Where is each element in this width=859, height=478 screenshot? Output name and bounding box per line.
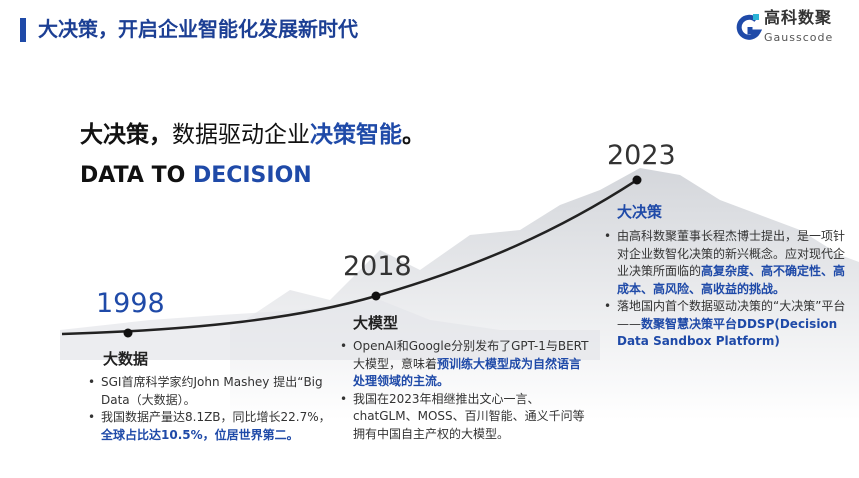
gausscode-logo-icon (736, 14, 762, 40)
list-item: OpenAI和Google分别发布了GPT-1与BERT大模型，意味着预训练大模… (340, 338, 592, 391)
year-2018: 2018 (343, 251, 412, 282)
bullet-text: 我国数据产量达8.1ZB，同比增长22.7%， (101, 410, 331, 424)
list-item: SGI首席科学家约John Mashey 提出“Big Data（大数据）。 (88, 374, 334, 409)
big-data-bullets: SGI首席科学家约John Mashey 提出“Big Data（大数据）。 我… (88, 374, 334, 444)
year-1998: 1998 (96, 288, 165, 319)
heading-large-model: 大模型 (353, 314, 399, 332)
timeline-point-2023 (632, 175, 642, 185)
logo-text-en: Gausscode (764, 31, 834, 44)
heading-big-decision: 大决策 (617, 203, 663, 221)
list-item: 由高科数聚董事长程杰博士提出，是一项针对企业数智化决策的新兴概念。应对现代企业决… (604, 228, 856, 298)
subheadline-part: DATA TO (80, 163, 193, 188)
bullet-highlight: 全球占比达10.5%，位居世界第二。 (101, 427, 299, 442)
timeline-point-1998 (123, 328, 133, 338)
timeline-point-2018 (371, 291, 381, 301)
big-decision-bullets: 由高科数聚董事长程杰博士提出，是一项针对企业数智化决策的新兴概念。应对现代企业决… (604, 228, 856, 351)
list-item: 我国数据产量达8.1ZB，同比增长22.7%， 全球占比达10.5%，位居世界第二… (88, 409, 334, 444)
bullet-text: OpenAI和Google分别发布了GPT-1与BERT大模型，意味着 (353, 339, 589, 371)
large-model-bullets: OpenAI和Google分别发布了GPT-1与BERT大模型，意味着预训练大模… (340, 338, 592, 443)
bullet-text: 我国在2023年相继推出文心一言、chatGLM、MOSS、百川智能、通义千问等… (353, 391, 585, 441)
bullet-text: 落地国内首个数据驱动决策的“大决策”平台—— (617, 299, 846, 331)
headline-highlight: 决策智能 (310, 122, 402, 148)
headline: 大决策，数据驱动企业决策智能。 (80, 120, 425, 150)
bullet-text: SGI首席科学家约John Mashey 提出“Big Data（大数据）。 (101, 375, 323, 407)
heading-big-data: 大数据 (103, 350, 149, 368)
title-accent-bar (20, 18, 26, 42)
subheadline-highlight: DECISION (192, 163, 312, 188)
year-2023: 2023 (607, 140, 676, 171)
list-item: 我国在2023年相继推出文心一言、chatGLM、MOSS、百川智能、通义千问等… (340, 391, 592, 444)
bullet-highlight: 数聚智慧决策平台DDSP(Decision Data Sandbox Platf… (617, 316, 838, 349)
bullet-highlight: 高复杂度、高不确定性、高成本、高风险、高收益的挑战。 (617, 264, 846, 296)
page-title: 大决策，开启企业智能化发展新时代 (38, 17, 358, 41)
headline-part: 数据驱动企业 (172, 122, 310, 148)
headline-part: 。 (402, 122, 425, 148)
bullet-text: 由高科数聚董事长程杰博士提出，是一项针对企业数智化决策的新兴概念。应对现代企业决… (617, 229, 846, 278)
logo-text-cn: 高科数聚 (764, 8, 833, 27)
subheadline: DATA TO DECISION (80, 162, 312, 190)
list-item: 落地国内首个数据驱动决策的“大决策”平台——数聚智慧决策平台DDSP(Decis… (604, 298, 856, 351)
headline-part: 大决策， (80, 122, 172, 148)
bullet-highlight: 预训练大模型成为自然语言处理领域的主流。 (353, 356, 582, 389)
